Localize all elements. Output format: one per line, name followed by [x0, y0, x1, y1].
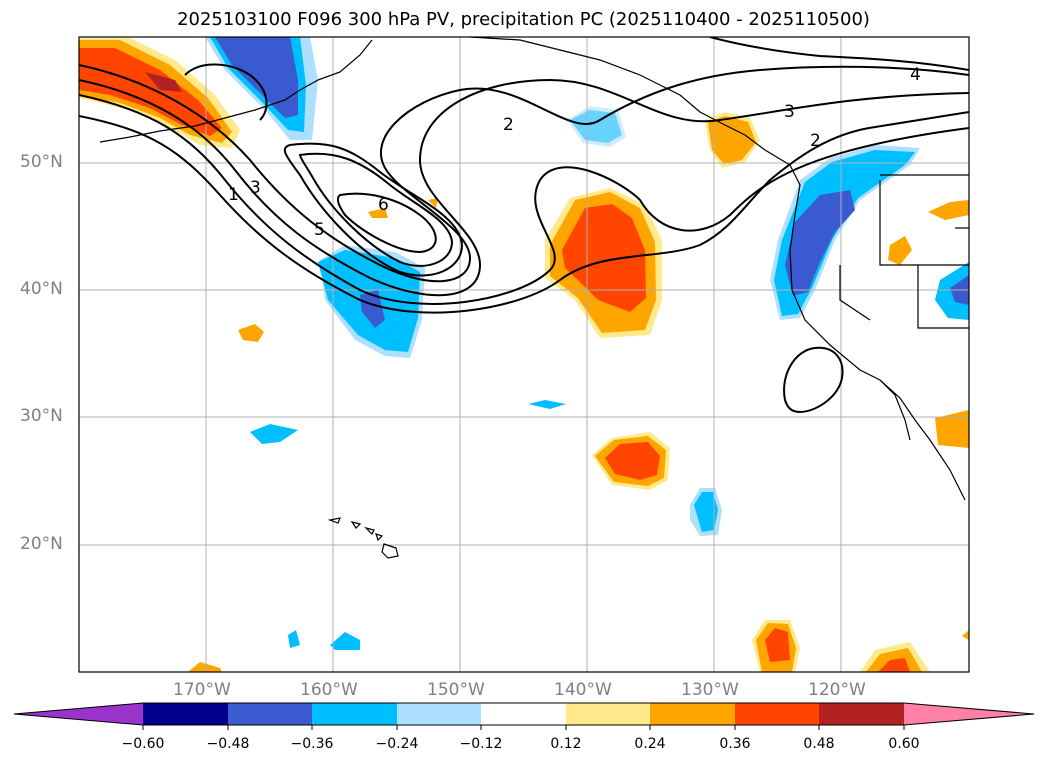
pv-contour-1 — [79, 111, 969, 314]
lat-tick-40n: 40°N — [20, 279, 63, 299]
shade-blue-29n — [250, 424, 298, 444]
shade-orange-27n-right — [935, 410, 969, 448]
shade-orange-bottom-left — [188, 662, 222, 672]
colorbar-seg-2 — [228, 703, 312, 725]
shade-blue-31n — [528, 400, 566, 409]
shade-cp2-inner — [562, 204, 646, 312]
contour-label-5: 5 — [314, 220, 325, 240]
shade-goa-inner — [215, 37, 298, 118]
colorbar-label-7: 0.24 — [634, 736, 666, 752]
pv-contour-5 — [298, 152, 454, 267]
map-title: 2025103100 F096 300 hPa PV, precipitatio… — [177, 9, 870, 30]
colorbar-seg-9 — [819, 703, 904, 725]
pv-contours — [79, 37, 969, 414]
lon-tick-120w: 120°W — [808, 680, 866, 700]
lat-tick-30n: 30°N — [20, 406, 63, 426]
contour-label-3a: 3 — [250, 178, 261, 198]
shade-small-orange-5 — [928, 200, 969, 220]
pv-contour-3 — [79, 78, 969, 297]
colorbar-label-10: 0.60 — [888, 736, 920, 752]
lon-tick-170w: 170°W — [173, 680, 231, 700]
pv-contour-4 — [283, 142, 464, 277]
shade-blue-12n-2 — [288, 630, 300, 648]
contour-label-4: 4 — [910, 65, 921, 85]
shade-orange-edge-12n — [962, 630, 969, 640]
lat-tick-20n: 20°N — [20, 534, 63, 554]
shade-small-orange-3 — [428, 198, 438, 208]
colorbar-label-6: 0.12 — [550, 736, 582, 752]
colorbar-seg-5 — [481, 703, 566, 725]
colorbar-seg-3 — [312, 703, 397, 725]
pv-contour-2 — [79, 94, 969, 305]
shade-orange-12n-inner — [765, 628, 790, 662]
lon-tick-130w: 130°W — [681, 680, 739, 700]
colorbar-label-1: −0.60 — [121, 736, 165, 752]
shade-bc-mid — [708, 116, 756, 164]
colorbar-label-8: 0.36 — [719, 736, 751, 752]
colorbar-label-9: 0.48 — [803, 736, 835, 752]
colorbar-seg-6 — [566, 703, 650, 725]
lon-tick-140w: 140°W — [554, 680, 612, 700]
shade-small-orange-4 — [888, 236, 912, 265]
gridlines — [79, 37, 969, 672]
coastlines — [99, 37, 969, 501]
colorbar-label-3: −0.36 — [290, 736, 334, 752]
contour-labels: 1 2 2 3 3 4 5 6 — [228, 65, 921, 240]
shade-uswc-inner — [785, 190, 855, 296]
shade-small-blue-1b — [567, 106, 626, 147]
contour-label-2b: 2 — [810, 131, 821, 151]
hawaii-islands — [327, 517, 399, 559]
lon-tick-150w: 150°W — [427, 680, 485, 700]
shade-blue-12n-1 — [330, 632, 360, 650]
colorbar-extend-right — [904, 703, 1034, 725]
shade-small-orange-1 — [238, 324, 264, 342]
contour-label-2a: 2 — [503, 115, 514, 135]
shade-cp-inner — [360, 290, 385, 328]
lon-tick-160w: 160°W — [300, 680, 358, 700]
contour-label-1: 1 — [228, 185, 239, 205]
pv-contour-top — [184, 63, 268, 121]
colorbar-seg-4 — [397, 703, 481, 725]
contour-label-6: 6 — [378, 195, 389, 215]
pv-contour-6 — [336, 192, 437, 254]
colorbar-label-2: −0.48 — [206, 736, 250, 752]
shade-orange-se-inner — [878, 658, 910, 672]
colorbar-label-4: −0.24 — [375, 736, 419, 752]
lat-tick-50n: 50°N — [20, 152, 63, 172]
pv-contour-upper-right — [709, 37, 969, 71]
pv-contour-cutoff — [783, 346, 844, 414]
colorbar — [13, 702, 1035, 730]
colorbar-extend-left — [14, 703, 143, 725]
shade-aleutian-inner — [79, 48, 222, 136]
contour-label-3b: 3 — [784, 102, 795, 122]
colorbar-seg-8 — [735, 703, 819, 725]
pv-contour-3b — [79, 64, 969, 283]
colorbar-seg-7 — [650, 703, 735, 725]
colorbar-seg-1 — [143, 703, 228, 725]
shade-small-orange-2 — [368, 208, 388, 218]
colorbar-label-5: −0.12 — [459, 736, 503, 752]
map-frame — [78, 36, 970, 673]
shade-blue-22n — [694, 492, 718, 532]
shade-aleutian-core — [145, 72, 182, 92]
shade-sub-inner — [605, 442, 660, 480]
